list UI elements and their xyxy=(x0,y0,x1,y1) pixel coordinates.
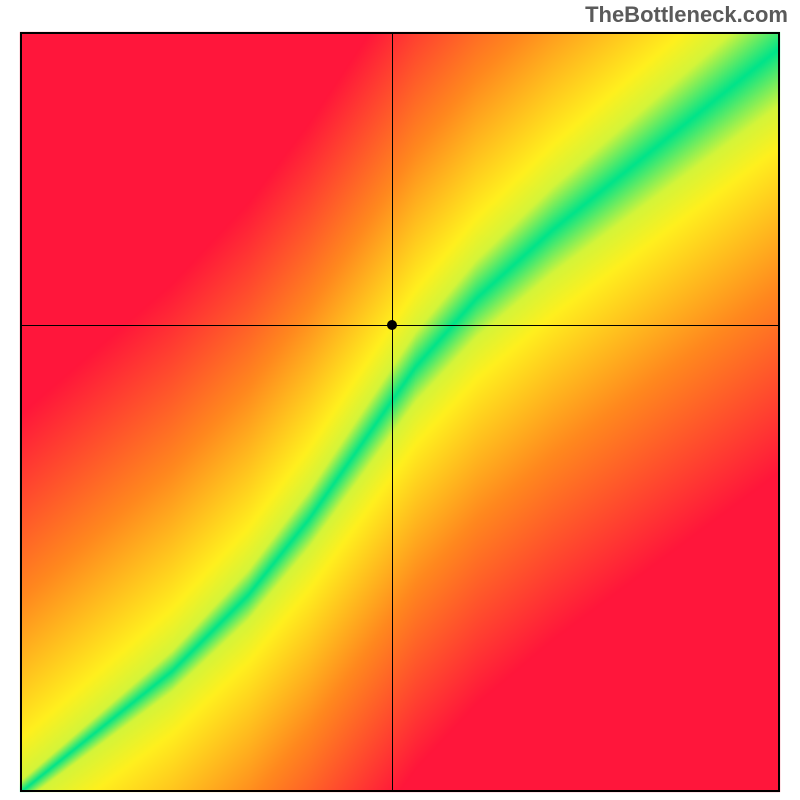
watermark-text: TheBottleneck.com xyxy=(585,2,788,28)
crosshair-horizontal xyxy=(20,325,780,326)
chart-border xyxy=(20,32,780,792)
crosshair-marker xyxy=(387,320,397,330)
chart-container: TheBottleneck.com xyxy=(0,0,800,800)
crosshair-vertical xyxy=(392,32,393,792)
